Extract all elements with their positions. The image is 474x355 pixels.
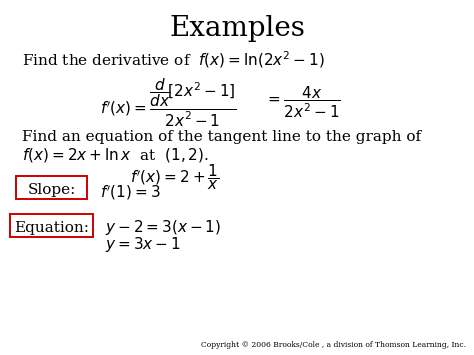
Text: $= \dfrac{4x}{2x^2 - 1}$: $= \dfrac{4x}{2x^2 - 1}$ [265,85,341,120]
Text: $y = 3x - 1$: $y = 3x - 1$ [105,235,181,254]
Text: $y - 2 = 3(x - 1)$: $y - 2 = 3(x - 1)$ [105,218,221,237]
Text: Find an equation of the tangent line to the graph of: Find an equation of the tangent line to … [22,130,421,144]
FancyBboxPatch shape [17,175,88,198]
Text: $f'(x) = \dfrac{\dfrac{d}{dx}\!\left[2x^2 - 1\right]}{2x^2 - 1}$: $f'(x) = \dfrac{\dfrac{d}{dx}\!\left[2x^… [100,77,237,129]
Text: Equation:: Equation: [15,221,90,235]
Text: $f'(x) = 2 + \dfrac{1}{x}$: $f'(x) = 2 + \dfrac{1}{x}$ [130,162,219,192]
Text: Find the derivative of  $f(x) = \ln\!\left(2x^2 - 1\right)$: Find the derivative of $f(x) = \ln\!\lef… [22,49,325,70]
Text: $f(x) = 2x + \ln x$  at  $\left(1, 2\right).$: $f(x) = 2x + \ln x$ at $\left(1, 2\right… [22,146,209,164]
FancyBboxPatch shape [10,213,93,236]
Text: Copyright © 2006 Brooks/Cole , a division of Thomson Learning, Inc.: Copyright © 2006 Brooks/Cole , a divisio… [201,341,466,349]
Text: Slope:: Slope: [28,183,76,197]
Text: $f'(1) = 3$: $f'(1) = 3$ [100,183,161,202]
Text: Examples: Examples [169,15,305,42]
